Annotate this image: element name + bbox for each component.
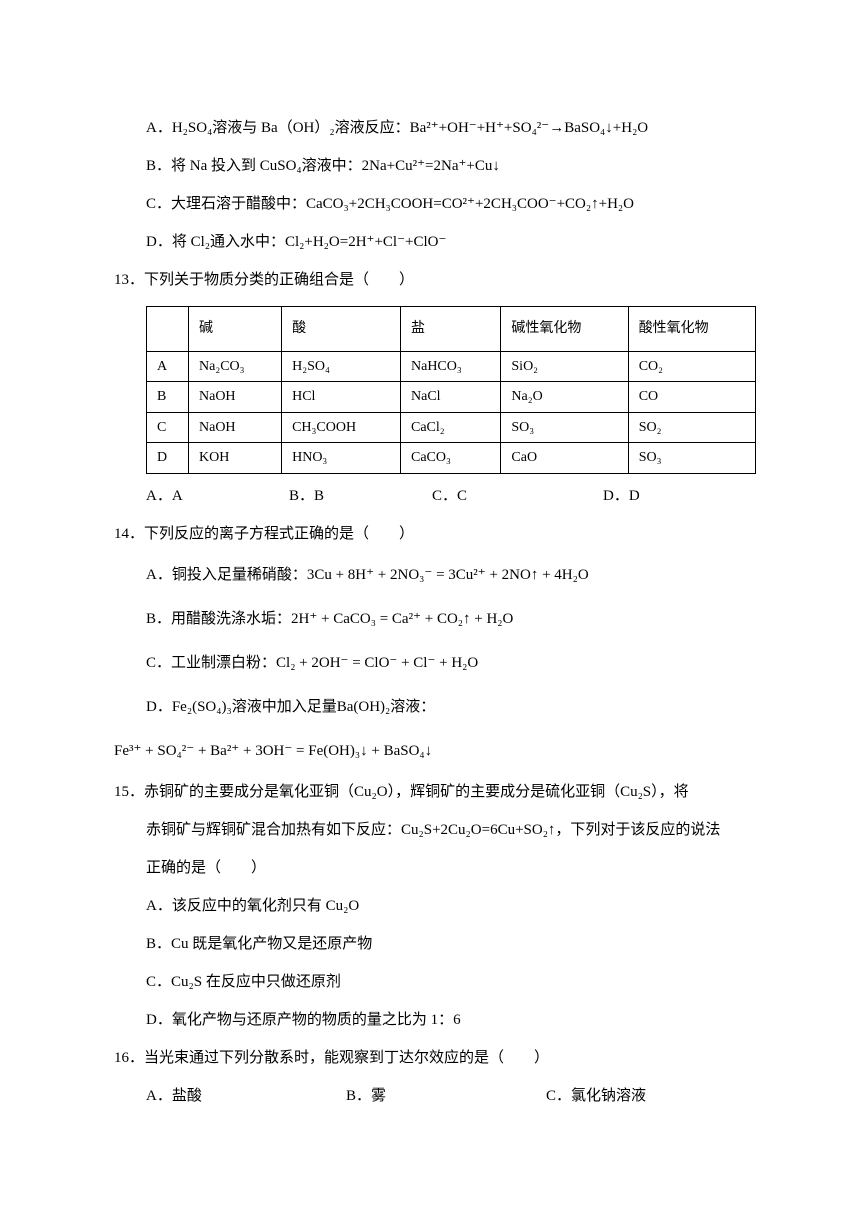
th-acid: 酸	[282, 307, 401, 352]
cell: NaHCO₃	[401, 351, 501, 382]
q13-stem: 13．下列关于物质分类的正确组合是（ ）	[114, 262, 746, 298]
q12-option-b: B．将 Na 投入到 CuSO₄溶液中：2Na+Cu²⁺=2Na⁺+Cu↓	[114, 148, 746, 184]
table-row: A Na₂CO₃ H₂SO₄ NaHCO₃ SiO₂ CO₂	[147, 351, 756, 382]
q13-opt-c: C．C	[432, 478, 575, 514]
q13-opt-a: A．A	[146, 478, 289, 514]
q14-d-post: 溶液：	[390, 699, 435, 715]
q16-options: A．盐酸 B．雾 C．氯化钠溶液	[114, 1078, 746, 1114]
cell: KOH	[189, 443, 282, 474]
cell: SO₃	[628, 443, 755, 474]
q15-stem-line3: 正确的是（ ）	[114, 850, 746, 886]
cell: A	[147, 351, 189, 382]
q14-d-eq2: Ba(OH)₂	[337, 699, 391, 715]
q14-d-pre: D．	[146, 699, 172, 715]
q12-option-d: D．将 Cl₂通入水中：Cl₂+H₂O=2H⁺+Cl⁻+ClO⁻	[114, 224, 746, 260]
cell: NaOH	[189, 412, 282, 443]
q15-option-c: C．Cu₂S 在反应中只做还原剂	[114, 964, 746, 1000]
table-header-row: 碱 酸 盐 碱性氧化物 酸性氧化物	[147, 307, 756, 352]
th-basic-oxide: 碱性氧化物	[501, 307, 628, 352]
cell: NaCl	[401, 382, 501, 413]
q14-c-pre: C．工业制漂白粉：	[146, 655, 276, 671]
cell: CaO	[501, 443, 628, 474]
cell: Na₂CO₃	[189, 351, 282, 382]
th-salt: 盐	[401, 307, 501, 352]
th-base: 碱	[189, 307, 282, 352]
q14-a-eq: 3Cu + 8H⁺ + 2NO₃⁻ = 3Cu²⁺ + 2NO↑ + 4H₂O	[307, 567, 589, 583]
q14-option-c: C．工业制漂白粉：Cl₂ + 2OH⁻ = ClO⁻ + Cl⁻ + H₂O	[114, 642, 746, 684]
q15-option-a: A．该反应中的氧化剂只有 Cu₂O	[114, 888, 746, 924]
cell: Na₂O	[501, 382, 628, 413]
cell: HCl	[282, 382, 401, 413]
q15-stem-line1: 15．赤铜矿的主要成分是氧化亚铜（Cu₂O），辉铜矿的主要成分是硫化亚铜（Cu₂…	[114, 774, 746, 810]
cell: SO₃	[501, 412, 628, 443]
q14-stem: 14．下列反应的离子方程式正确的是（ ）	[114, 516, 746, 552]
q14-d-eq1: Fe₂(SO₄)₃	[172, 699, 232, 715]
q13-options: A．A B．B C．C D．D	[114, 478, 746, 514]
q14-b-eq: 2H⁺ + CaCO₃ = Ca²⁺ + CO₂↑ + H₂O	[291, 611, 513, 627]
q14-option-d: D．Fe₂(SO₄)₃溶液中加入足量Ba(OH)₂溶液：	[114, 686, 746, 728]
q13-opt-d: D．D	[575, 478, 746, 514]
q14-option-a: A．铜投入足量稀硝酸：3Cu + 8H⁺ + 2NO₃⁻ = 3Cu²⁺ + 2…	[114, 554, 746, 596]
cell: CaCO₃	[401, 443, 501, 474]
q14-d-mid: 溶液中加入足量	[232, 699, 337, 715]
q12-option-a: A．H₂SO₄溶液与 Ba（OH）₂溶液反应：Ba²⁺+OH⁻+H⁺+SO₄²⁻…	[114, 110, 746, 146]
table-row: B NaOH HCl NaCl Na₂O CO	[147, 382, 756, 413]
q15-stem-line2: 赤铜矿与辉铜矿混合加热有如下反应：Cu₂S+2Cu₂O=6Cu+SO₂↑，下列对…	[114, 812, 746, 848]
cell: HNO₃	[282, 443, 401, 474]
q14-b-pre: B．用醋酸洗涤水垢：	[146, 611, 291, 627]
q14-c-eq: Cl₂ + 2OH⁻ = ClO⁻ + Cl⁻ + H₂O	[276, 655, 478, 671]
cell: SiO₂	[501, 351, 628, 382]
q13-opt-b: B．B	[289, 478, 432, 514]
q14-d-line2: Fe³⁺ + SO₄²⁻ + Ba²⁺ + 3OH⁻ = Fe(OH)₃↓ + …	[114, 730, 746, 772]
q13-table: 碱 酸 盐 碱性氧化物 酸性氧化物 A Na₂CO₃ H₂SO₄ NaHCO₃ …	[146, 306, 756, 474]
q16-opt-b: B．雾	[346, 1078, 546, 1114]
th-blank	[147, 307, 189, 352]
cell: D	[147, 443, 189, 474]
q16-opt-c: C．氯化钠溶液	[546, 1078, 746, 1114]
q12-option-c: C．大理石溶于醋酸中：CaCO₃+2CH₃COOH=CO²⁺+2CH₃COO⁻+…	[114, 186, 746, 222]
cell: CO₂	[628, 351, 755, 382]
cell: CH₃COOH	[282, 412, 401, 443]
cell: CO	[628, 382, 755, 413]
cell: B	[147, 382, 189, 413]
cell: C	[147, 412, 189, 443]
th-acidic-oxide: 酸性氧化物	[628, 307, 755, 352]
table-row: D KOH HNO₃ CaCO₃ CaO SO₃	[147, 443, 756, 474]
cell: NaOH	[189, 382, 282, 413]
q15-option-d: D．氧化产物与还原产物的物质的量之比为 1：6	[114, 1002, 746, 1038]
q14-option-b: B．用醋酸洗涤水垢：2H⁺ + CaCO₃ = Ca²⁺ + CO₂↑ + H₂…	[114, 598, 746, 640]
q14-a-pre: A．铜投入足量稀硝酸：	[146, 567, 307, 583]
cell: CaCl₂	[401, 412, 501, 443]
q15-option-b: B．Cu 既是氧化产物又是还原产物	[114, 926, 746, 962]
cell: SO₂	[628, 412, 755, 443]
table-row: C NaOH CH₃COOH CaCl₂ SO₃ SO₂	[147, 412, 756, 443]
q16-stem: 16．当光束通过下列分散系时，能观察到丁达尔效应的是（ ）	[114, 1040, 746, 1076]
cell: H₂SO₄	[282, 351, 401, 382]
q16-opt-a: A．盐酸	[146, 1078, 346, 1114]
